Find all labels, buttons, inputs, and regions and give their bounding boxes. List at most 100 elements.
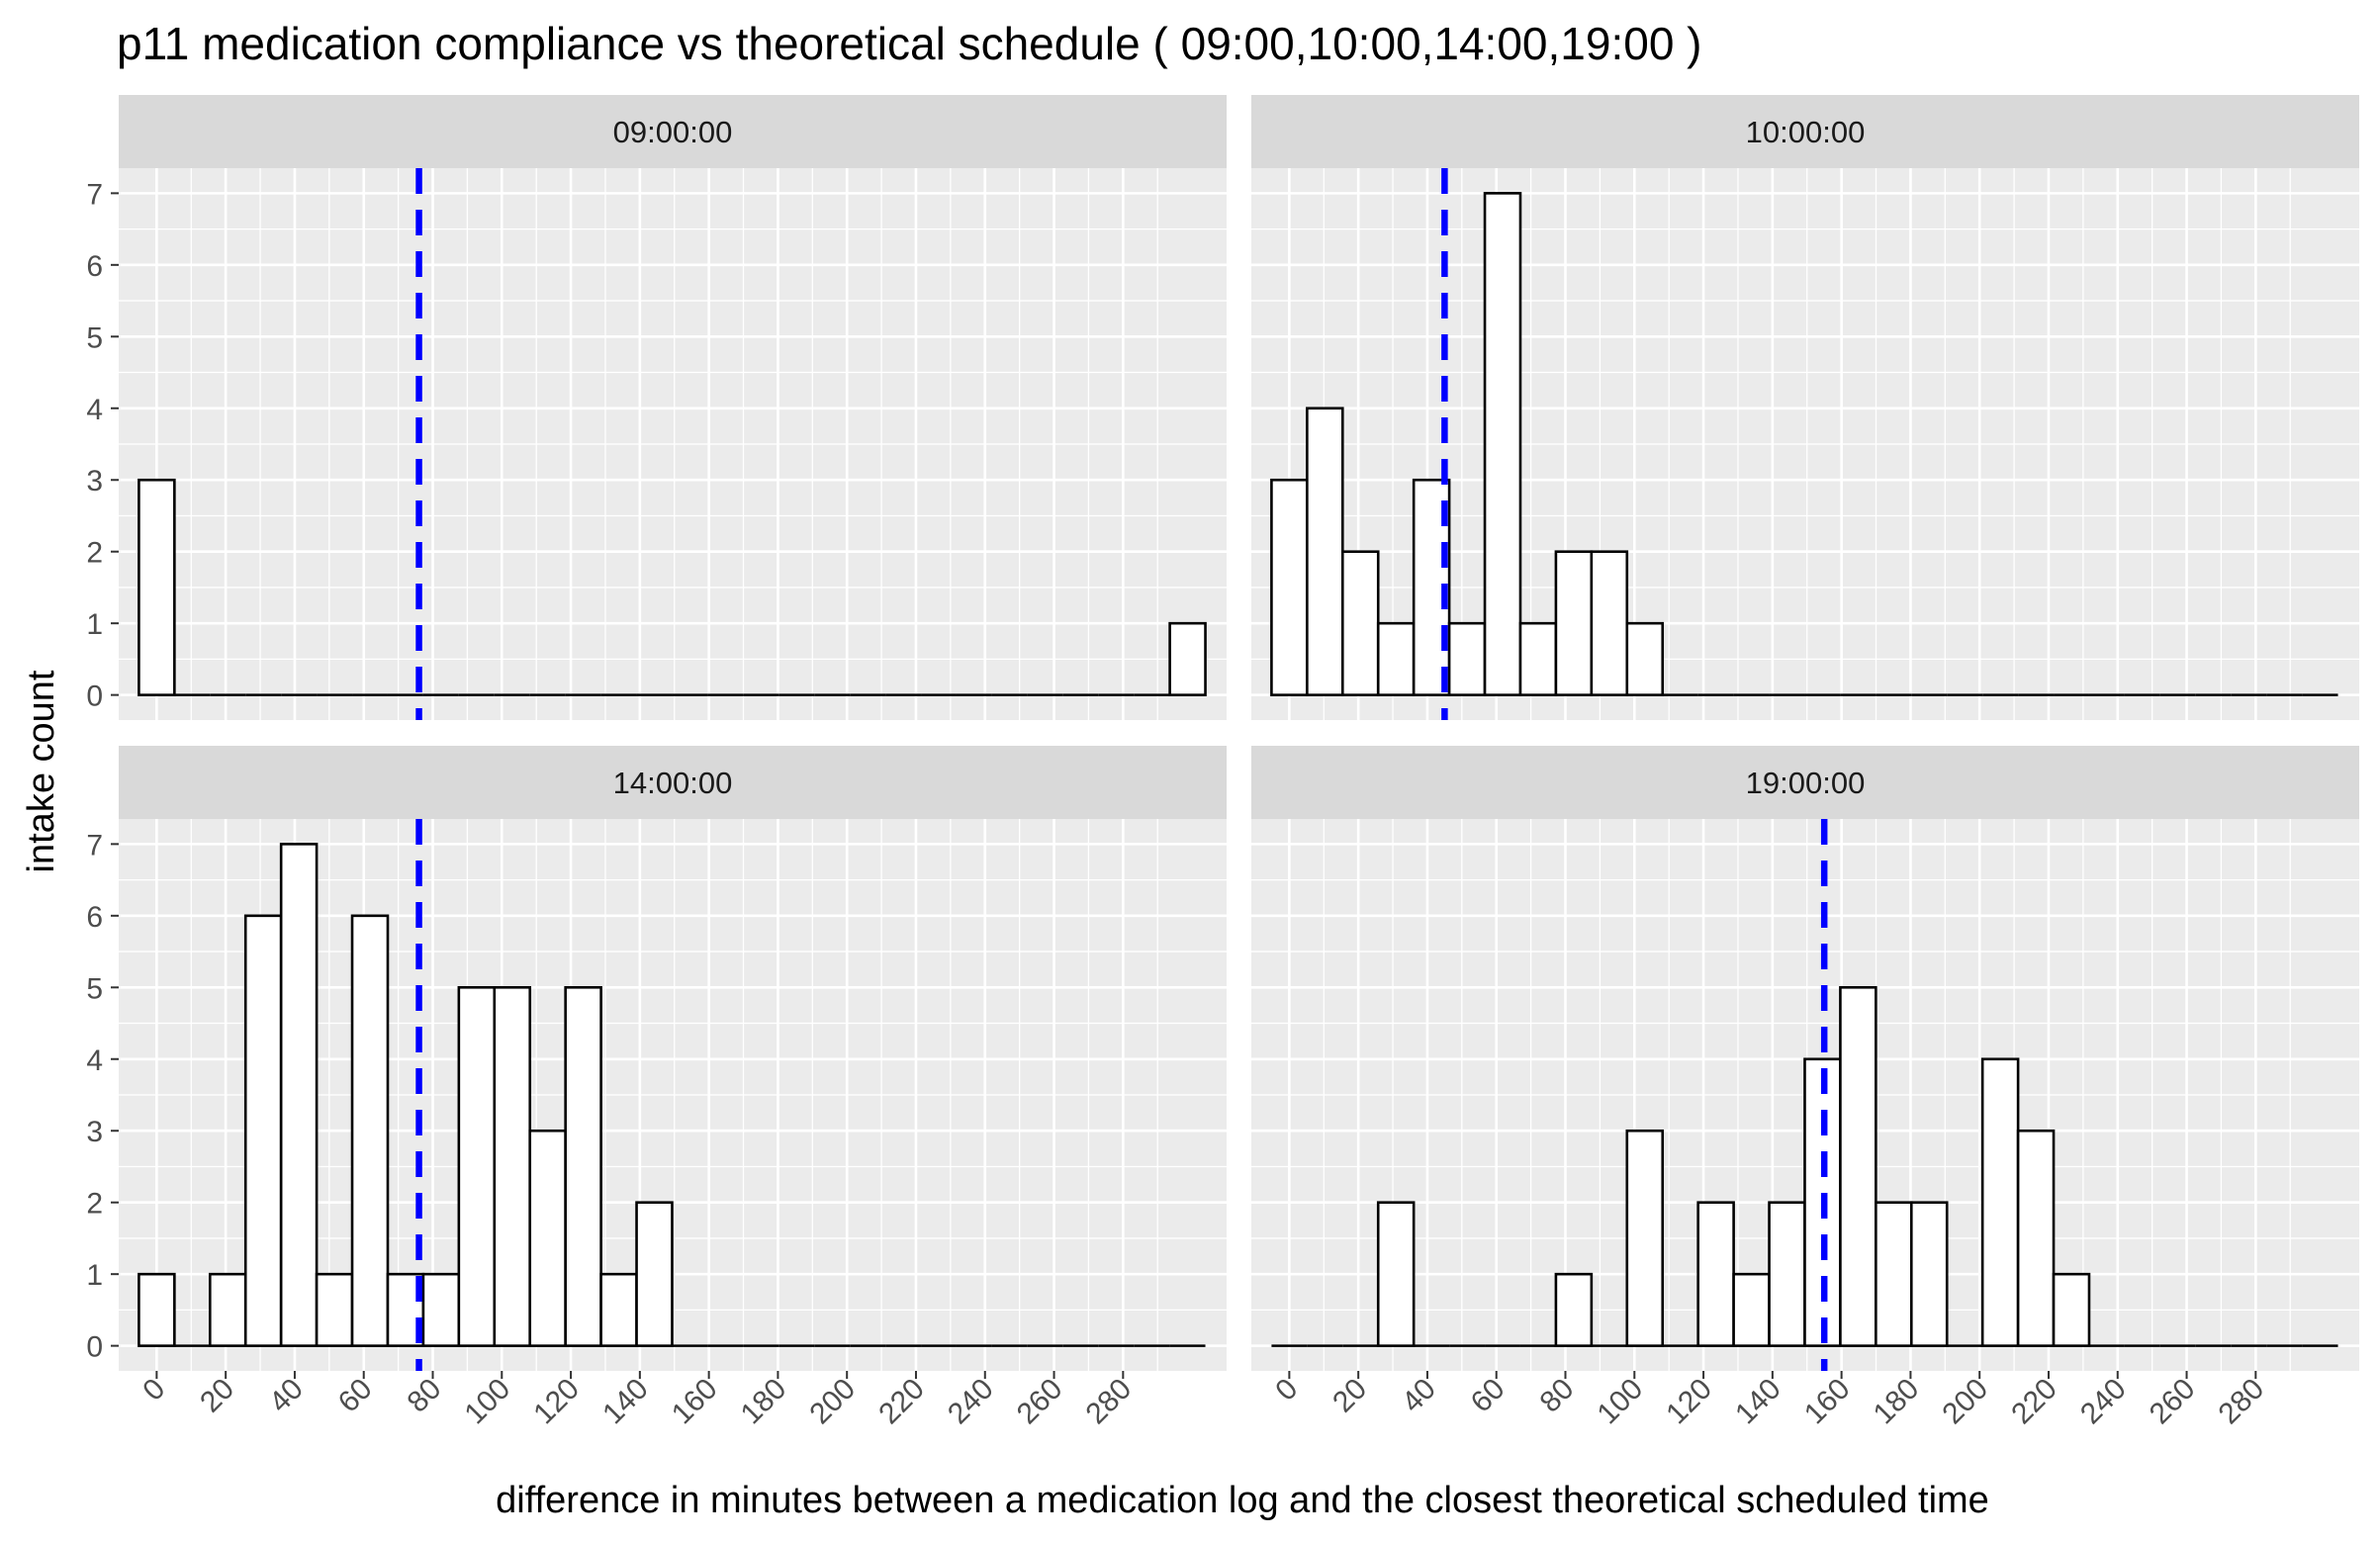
x-tick-label: 40	[263, 1373, 310, 1419]
histogram-bar	[421, 1272, 461, 1347]
histogram-bar	[1875, 1201, 1913, 1347]
y-tick-label: 6	[86, 250, 103, 283]
histogram-bar	[2052, 1272, 2091, 1347]
x-tick-label: 260	[2144, 1373, 2202, 1431]
histogram-bar	[315, 1272, 354, 1347]
y-tick-label: 1	[86, 608, 103, 641]
histogram-bar	[1625, 1129, 1665, 1347]
y-tick-label: 5	[86, 972, 103, 1005]
x-tick-label: 180	[735, 1373, 793, 1431]
facet-strip	[1251, 746, 2359, 819]
histogram-bar	[1768, 1201, 1806, 1347]
facet-strip-label: 14:00:00	[613, 766, 733, 800]
histogram-bar	[208, 1272, 247, 1347]
histogram-bar	[493, 985, 532, 1347]
histogram-bar	[1270, 478, 1309, 696]
histogram-bar	[1625, 621, 1665, 696]
x-tick-label: 60	[1465, 1373, 1511, 1419]
histogram-bar	[1447, 621, 1487, 696]
histogram-bar	[1376, 621, 1416, 696]
y-tick-label: 4	[86, 394, 103, 426]
histogram-bar	[1340, 550, 1380, 696]
facet-panel-19-00-00: 19:00:00 0 20 40 60 80 100 120 140 160 180 200 220 24…	[1251, 746, 2359, 1430]
histogram-bar	[279, 843, 319, 1347]
facet-panel-10-00-00: 10:00:00	[1251, 95, 2359, 720]
histogram-bar	[1590, 550, 1629, 696]
facet-strip	[119, 95, 1227, 168]
facet-strip-label: 19:00:00	[1746, 766, 1866, 800]
y-tick-label: 2	[86, 1188, 103, 1221]
histogram-bar	[1483, 192, 1522, 696]
x-axis-title: difference in minutes between a medicati…	[496, 1480, 1989, 1521]
histogram-bar	[1696, 1201, 1735, 1347]
histogram-bar	[528, 1129, 567, 1347]
y-tick-label: 3	[86, 465, 103, 498]
x-tick-label: 0	[137, 1373, 171, 1407]
histogram-bar	[457, 985, 497, 1347]
y-tick-label: 3	[86, 1116, 103, 1148]
histogram-bars	[137, 478, 1207, 696]
y-tick-label: 0	[86, 680, 103, 713]
histogram-bar	[1554, 1272, 1594, 1347]
facet-strip-label: 10:00:00	[1746, 115, 1866, 149]
x-tick-label: 160	[666, 1373, 724, 1431]
y-tick-label: 0	[86, 1331, 103, 1364]
x-tick-label: 200	[803, 1373, 862, 1431]
x-tick-label: 100	[1592, 1373, 1650, 1431]
histogram-bar	[1909, 1201, 1949, 1347]
facet-panel-09-00-00: 09:00:00 0 1 2 3 4 5 6 7	[86, 95, 1227, 720]
x-tick-label: 180	[1868, 1373, 1926, 1431]
y-tick-label: 2	[86, 537, 103, 570]
x-tick-label: 160	[1798, 1373, 1857, 1431]
y-tick-label: 4	[86, 1044, 103, 1077]
x-tick-label: 120	[1660, 1373, 1718, 1431]
histogram-bar	[350, 914, 390, 1347]
histogram-bars	[1271, 985, 2338, 1347]
x-tick-label: 240	[2074, 1373, 2133, 1431]
histogram-bar	[1168, 621, 1207, 696]
x-tick-label: 140	[596, 1373, 655, 1431]
facet-strip	[1251, 95, 2359, 168]
x-tick-label: 260	[1011, 1373, 1069, 1431]
histogram-bar	[635, 1201, 674, 1347]
x-tick-label: 40	[1396, 1373, 1442, 1419]
x-tick-label: 100	[459, 1373, 517, 1431]
histogram-bar	[1518, 621, 1558, 696]
x-tick-label: 80	[402, 1373, 448, 1419]
histogram-bar	[599, 1272, 638, 1347]
facet-strip	[119, 746, 1227, 819]
histogram-bar	[243, 914, 283, 1347]
x-tick-label: 80	[1534, 1373, 1581, 1419]
histogram-bar	[1554, 550, 1594, 696]
facet-panels: 09:00:00 0 1 2 3 4 5 6 7 10:00:00 14:00:00 0 1 2 3 4 5 6 7…	[86, 95, 2359, 1430]
histogram-bar	[564, 985, 602, 1347]
chart-title: p11 medication compliance vs theoretical…	[117, 18, 1702, 69]
x-tick-label: 220	[2005, 1373, 2063, 1431]
histogram-bar	[137, 478, 176, 696]
x-tick-label: 0	[1269, 1373, 1304, 1407]
histogram-bars	[1270, 192, 2338, 696]
histogram-bar	[1306, 407, 1344, 696]
histogram-bar	[1732, 1272, 1771, 1347]
histogram-bar	[137, 1272, 176, 1347]
y-tick-label: 1	[86, 1259, 103, 1292]
x-tick-label: 120	[527, 1373, 586, 1431]
y-tick-label: 7	[86, 178, 103, 211]
histogram-bar	[1980, 1057, 2020, 1347]
histogram-bars	[137, 843, 1206, 1347]
facet-panel-14-00-00: 14:00:00 0 1 2 3 4 5 6 7 0 20 40 60 80 100 120 140 160 180…	[86, 746, 1227, 1430]
y-axis-title: intake count	[21, 670, 62, 872]
x-tick-label: 60	[332, 1373, 379, 1419]
y-tick-label: 5	[86, 321, 103, 354]
x-tick-label: 280	[2213, 1373, 2271, 1431]
histogram-bar	[2016, 1129, 2056, 1347]
x-tick-label: 20	[1327, 1373, 1373, 1419]
histogram-bar	[1839, 985, 1877, 1347]
histogram-bar	[1376, 1201, 1416, 1347]
x-tick-label: 140	[1729, 1373, 1787, 1431]
x-tick-label: 220	[872, 1373, 931, 1431]
x-tick-label: 20	[194, 1373, 240, 1419]
facet-strip-label: 09:00:00	[613, 115, 733, 149]
x-tick-label: 200	[1936, 1373, 1994, 1431]
